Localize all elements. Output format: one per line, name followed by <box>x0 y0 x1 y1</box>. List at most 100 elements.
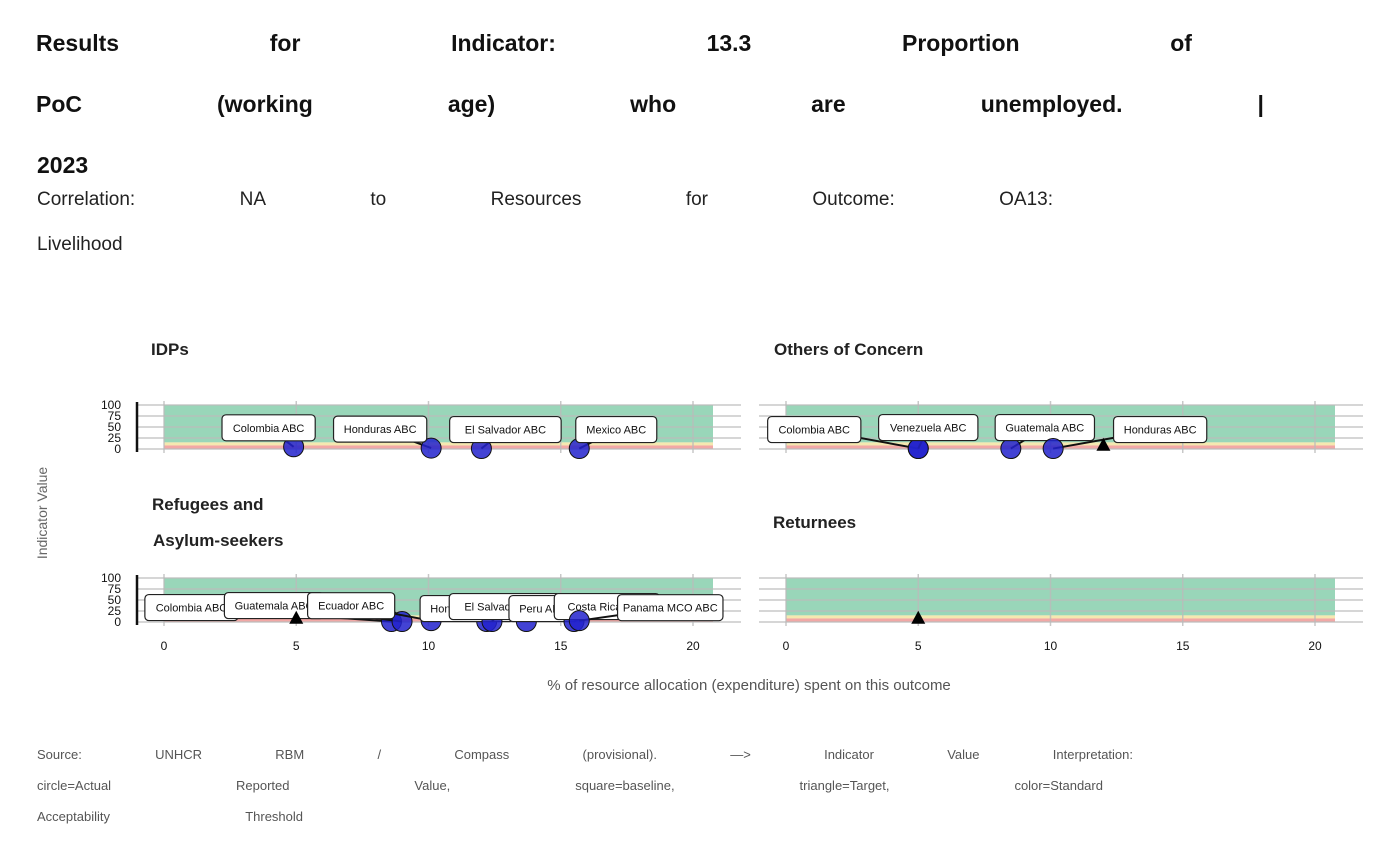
subtitle-word: for <box>685 189 708 210</box>
panel-3: Returnees 0 5 10 15 20 <box>759 513 1363 653</box>
x-tick-label: 15 <box>1176 639 1190 653</box>
panel-title: Refugees and <box>152 495 263 514</box>
target-triangle <box>911 610 926 624</box>
caption-word: Compass <box>454 747 510 762</box>
title-word: Proportion <box>902 30 1020 56</box>
caption-word: Indicator <box>824 747 874 762</box>
title-word: Indicator: <box>451 30 556 56</box>
x-tick-label: 0 <box>161 639 168 653</box>
point-label-box <box>332 415 428 443</box>
title-word: unemployed. <box>980 91 1123 117</box>
caption-word: UNHCR <box>155 747 203 762</box>
caption-line-1: Source: UNHCR RBM / Compass (provisional… <box>37 747 1133 762</box>
point-label-box <box>767 415 862 444</box>
data-point <box>1042 438 1064 460</box>
caption-word: triangle=Target, <box>799 778 890 793</box>
point-label: Mexico ABC <box>586 425 646 437</box>
y-tick-label: 0 <box>114 442 121 456</box>
y-tick-label: 25 <box>108 604 122 618</box>
subtitle-word: Resources <box>490 189 582 210</box>
x-tick-label: 15 <box>554 639 568 653</box>
point-label-box <box>877 413 979 442</box>
x-tick-label: 10 <box>1044 639 1058 653</box>
title-word: 13.3 <box>706 30 752 56</box>
caption-word: square=baseline, <box>575 778 675 793</box>
point-label: Ecuador ABC <box>318 601 384 613</box>
x-tick-label: 5 <box>293 639 300 653</box>
point-label-box <box>616 594 724 622</box>
band-red <box>786 618 1335 622</box>
title-word: of <box>1170 30 1192 56</box>
y-tick-label: 50 <box>108 420 122 434</box>
caption-word: RBM <box>275 747 305 762</box>
y-axis-label: Indicator Value <box>34 467 50 560</box>
caption-word: Threshold <box>245 809 303 824</box>
subtitle-line-1: Correlation: NA to Resources for Outcome… <box>37 189 1053 211</box>
y-tick-label: 25 <box>108 431 122 445</box>
subtitle-word: NA <box>239 189 266 210</box>
x-tick-label: 0 <box>783 639 790 653</box>
panel-title: Asylum-seekers <box>153 531 283 550</box>
subtitle-line-2: Livelihood <box>37 234 1053 256</box>
caption-word: color=Standard <box>1014 778 1103 793</box>
x-tick-label: 5 <box>915 639 922 653</box>
x-tick-label: 20 <box>686 639 700 653</box>
caption-line-3: Acceptability Threshold <box>37 809 303 824</box>
panel-title: Others of Concern <box>774 340 923 359</box>
caption-word: Source: <box>37 747 82 762</box>
caption-word: circle=Actual <box>37 778 112 793</box>
panel-title: Returnees <box>773 513 856 532</box>
point-label: Honduras ABC <box>344 424 417 436</box>
band-green <box>786 578 1335 616</box>
title-word: 2023 <box>37 152 89 178</box>
point-label-box <box>1112 415 1208 444</box>
title-word: age) <box>447 91 496 117</box>
subtitle-word: OA13: <box>999 189 1053 210</box>
caption-word: Acceptability <box>37 809 110 824</box>
point-label: Guatemala ABC <box>235 601 314 613</box>
x-tick-label: 10 <box>422 639 436 653</box>
band-yellow <box>786 615 1335 619</box>
y-tick-label: 100 <box>101 571 121 585</box>
subtitle-word: to <box>370 189 387 210</box>
caption-line-2: circle=Actual Reported Value, square=bas… <box>37 778 1103 793</box>
subtitle-word: Outcome: <box>812 189 895 210</box>
point-label: Panama MCO ABC <box>623 603 718 615</box>
point-label: Colombia ABC <box>778 425 850 437</box>
point-label-box <box>994 413 1096 442</box>
target-triangle <box>1096 437 1111 451</box>
caption-word: (provisional). <box>582 747 657 762</box>
caption-word: / <box>377 747 382 762</box>
y-tick-label: 100 <box>101 398 121 412</box>
title-word: PoC <box>36 91 82 117</box>
target-triangle <box>289 610 304 624</box>
y-tick-label: 0 <box>114 615 121 629</box>
caption-word: Value, <box>414 778 451 793</box>
data-point <box>568 610 590 632</box>
title-line-2: PoC (working age) who are unemployed. | <box>36 91 1264 118</box>
title-word: for <box>269 30 301 56</box>
point-label-box <box>221 414 316 442</box>
title-word: (working <box>217 91 313 117</box>
title-line-3: 2023 <box>37 152 1265 179</box>
point-label: Colombia ABC <box>233 423 305 435</box>
point-label: Honduras ABC <box>1124 425 1197 437</box>
subtitle-word: Correlation: <box>37 189 136 210</box>
y-tick-label: 75 <box>108 582 122 596</box>
title-word: are <box>811 91 846 117</box>
point-label-box <box>449 415 562 444</box>
panel-title: IDPs <box>151 340 189 359</box>
caption-word: Value <box>947 747 980 762</box>
title-word: | <box>1257 91 1264 117</box>
point-label: Venezuela ABC <box>890 423 967 435</box>
point-label-box <box>306 592 396 620</box>
title-word: who <box>630 91 677 117</box>
caption-word: Reported <box>235 778 290 793</box>
panel-1: Others of Concern Colombia ABC Venezuela A… <box>759 340 1363 460</box>
subtitle-word: Livelihood <box>37 234 123 255</box>
point-label-box <box>575 415 658 444</box>
